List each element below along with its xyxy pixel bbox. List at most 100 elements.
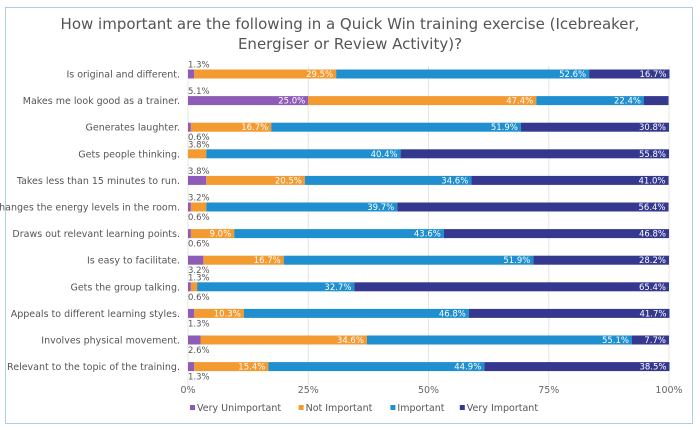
legend-swatch xyxy=(390,405,396,410)
category-label: Generates laughter. xyxy=(86,123,181,134)
data-label: 9.0% xyxy=(210,230,232,240)
category-label: Relevant to the topic of the training. xyxy=(7,362,180,373)
bar-segment xyxy=(194,362,269,372)
bar-segment xyxy=(336,69,590,79)
bar-segment xyxy=(271,122,521,132)
data-label: 52.6% xyxy=(559,70,586,80)
category-label: Gets the group talking. xyxy=(70,282,180,293)
data-label: 41.7% xyxy=(639,309,666,319)
legend-label: Not Important xyxy=(306,403,373,414)
chart-title: How important are the following in a Qui… xyxy=(0,14,700,54)
data-label: 44.9% xyxy=(454,363,481,373)
bar-segment xyxy=(188,229,191,239)
data-label: 22.4% xyxy=(614,97,641,107)
data-label: 55.1% xyxy=(602,336,629,346)
data-label: 0.6% xyxy=(188,213,210,223)
data-label: 0.6% xyxy=(188,133,210,143)
data-label: 41.0% xyxy=(639,176,666,186)
data-label: 16.7% xyxy=(241,123,268,133)
bar-segment xyxy=(397,202,669,212)
data-label: 46.8% xyxy=(639,230,666,240)
bar-segment xyxy=(206,175,305,185)
bar-segment xyxy=(243,308,469,318)
data-label: 20.5% xyxy=(275,176,302,186)
data-label: 3.8% xyxy=(188,140,210,150)
x-tick-label: 100% xyxy=(655,385,682,396)
bar-segment xyxy=(206,202,398,212)
category-label: Is original and different. xyxy=(66,70,180,81)
data-label: 0.6% xyxy=(188,293,210,303)
data-label: 43.6% xyxy=(414,230,441,240)
bar-segment xyxy=(188,96,309,106)
data-label: 0.6% xyxy=(188,240,210,250)
bar-segment xyxy=(190,122,272,132)
bar-segment xyxy=(188,149,207,159)
data-label: 1.3% xyxy=(188,61,210,71)
category-label: Takes less than 15 minutes to run. xyxy=(16,176,180,187)
bar-segment xyxy=(188,202,191,212)
bar-segment xyxy=(188,308,195,318)
category-label: Is easy to facilitate. xyxy=(87,256,180,267)
bar-segment xyxy=(200,335,367,345)
bar-segment xyxy=(188,122,191,132)
data-label: 47.4% xyxy=(506,97,533,107)
chart-title-line1: How important are the following in a Qui… xyxy=(60,15,640,33)
bar-segment xyxy=(643,96,669,106)
legend-swatch xyxy=(459,405,465,410)
category-label: Appeals to different learning styles. xyxy=(11,309,180,320)
bar-segment xyxy=(536,96,644,106)
data-label: 40.4% xyxy=(371,150,398,160)
category-label: Involves physical movement. xyxy=(41,336,180,347)
legend-swatch xyxy=(298,405,304,410)
x-tick-label: 0% xyxy=(180,385,195,396)
bar-segment xyxy=(283,255,534,265)
bar-segment xyxy=(484,362,670,372)
bar-segment xyxy=(188,335,201,345)
legend-label: Very Unimportant xyxy=(197,403,281,414)
bar-segment xyxy=(631,335,669,345)
bar-segment xyxy=(400,149,669,159)
legend-swatch xyxy=(190,405,195,410)
bar-segment xyxy=(268,362,485,372)
category-label: Gets people thinking. xyxy=(78,149,180,160)
bar-segment xyxy=(304,175,472,185)
data-label: 3.8% xyxy=(188,167,210,177)
data-label: 1.3% xyxy=(188,373,210,383)
bar-segment xyxy=(188,175,207,185)
data-label: 55.8% xyxy=(639,150,666,160)
bar-segment xyxy=(308,96,537,106)
chart-title-line2: Energiser or Review Activity)? xyxy=(237,35,463,53)
data-label: 3.2% xyxy=(188,266,210,276)
bar-segment xyxy=(194,308,244,318)
bar-segment xyxy=(190,202,207,212)
data-label: 7.7% xyxy=(644,336,666,346)
data-label: 56.4% xyxy=(639,203,666,213)
bar-segment xyxy=(533,255,669,265)
bar-segment xyxy=(194,69,337,79)
bar-segment xyxy=(234,229,444,239)
data-label: 10.3% xyxy=(214,309,241,319)
data-label: 1.3% xyxy=(188,273,210,283)
bar-segment xyxy=(366,335,632,345)
bar-segment xyxy=(188,255,204,265)
bar-segment xyxy=(206,149,401,159)
bar-segment xyxy=(520,122,669,132)
data-label: 5.1% xyxy=(188,87,210,97)
x-tick-label: 25% xyxy=(298,385,319,396)
category-label: Changes the energy levels in the room. xyxy=(0,203,180,214)
legend-label: Important xyxy=(397,403,444,414)
legend-label: Very Important xyxy=(467,403,539,414)
bar-segment xyxy=(190,229,235,239)
data-label: 3.2% xyxy=(188,194,210,204)
x-tick-label: 50% xyxy=(418,385,439,396)
data-label: 51.9% xyxy=(503,256,530,266)
bar-segment xyxy=(471,175,669,185)
bar-segment xyxy=(188,362,195,372)
data-label: 51.9% xyxy=(491,123,518,133)
data-label: 29.5% xyxy=(306,70,333,80)
data-label: 34.6% xyxy=(337,336,364,346)
bar-segment xyxy=(197,282,355,292)
x-tick-label: 75% xyxy=(538,385,559,396)
bar-segment xyxy=(354,282,669,292)
